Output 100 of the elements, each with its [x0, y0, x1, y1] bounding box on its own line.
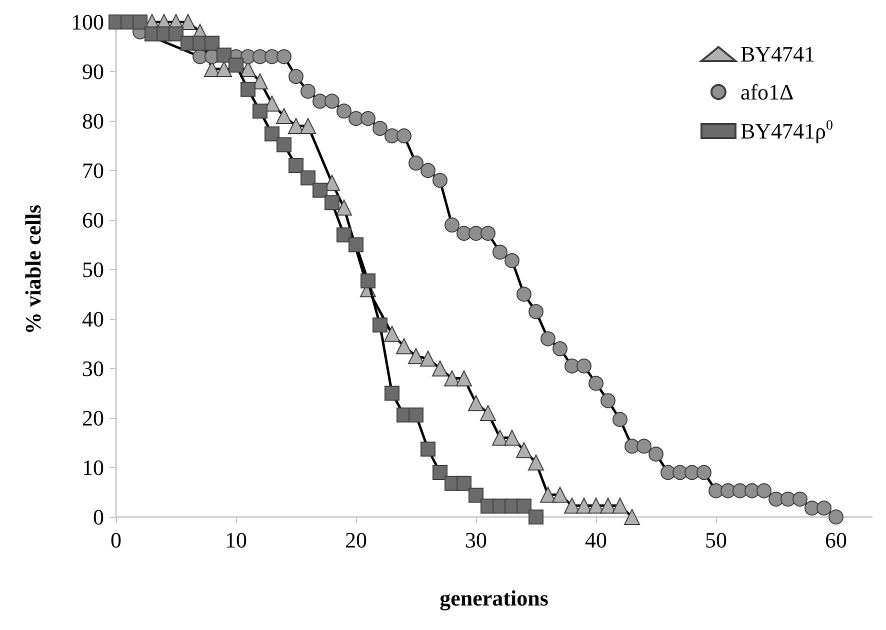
- point: [444, 217, 460, 232]
- point: [564, 498, 580, 514]
- point: [528, 510, 544, 524]
- point: [600, 498, 616, 514]
- point: [264, 126, 280, 142]
- y-tick-label: 40: [82, 306, 104, 332]
- point: [588, 498, 604, 514]
- x-tick-label: 10: [225, 528, 247, 552]
- x-tick-label: 40: [585, 528, 607, 552]
- legend-label: BY4741: [740, 42, 816, 66]
- point: [492, 244, 508, 260]
- point: [624, 509, 640, 525]
- point: [480, 405, 496, 422]
- point: [336, 104, 352, 119]
- point: [576, 358, 592, 374]
- point: [444, 370, 460, 386]
- point: [612, 412, 628, 427]
- point: [360, 111, 376, 126]
- point: [792, 492, 808, 507]
- point: [588, 376, 604, 391]
- point: [492, 430, 508, 446]
- point: [696, 464, 712, 480]
- point: [180, 14, 196, 30]
- point: [264, 49, 280, 64]
- point: [312, 182, 328, 198]
- point: [780, 492, 796, 507]
- point: [528, 304, 544, 320]
- point: [456, 370, 472, 386]
- y-tick-label: 50: [82, 257, 104, 282]
- point: [564, 358, 580, 374]
- point: [648, 446, 664, 462]
- point: [816, 500, 832, 516]
- legend-label: afo1Δ: [740, 80, 794, 104]
- x-tick-label: 60: [825, 528, 847, 552]
- x-tick-label: 30: [465, 528, 487, 552]
- point: [300, 170, 316, 186]
- point: [708, 483, 724, 498]
- point: [228, 58, 244, 73]
- point: [324, 94, 340, 109]
- point: [288, 68, 304, 84]
- y-tick-label: 10: [82, 455, 104, 480]
- point: [432, 464, 448, 480]
- x-tick-label: 20: [345, 528, 367, 552]
- point: [288, 158, 304, 174]
- point: [240, 82, 256, 97]
- point: [372, 317, 388, 332]
- point: [576, 498, 592, 514]
- point: [420, 442, 436, 457]
- y-tick-label: 20: [82, 406, 104, 430]
- point: [420, 163, 436, 178]
- point: [768, 492, 784, 507]
- point: [804, 500, 820, 516]
- x-tick-label: 0: [110, 528, 122, 552]
- point: [828, 510, 844, 524]
- point: [300, 118, 316, 134]
- y-tick-label: 0: [93, 504, 104, 530]
- point: [408, 408, 424, 423]
- point: [540, 486, 556, 503]
- point: [432, 172, 448, 188]
- point: [516, 498, 532, 514]
- point: [684, 464, 700, 480]
- point: [276, 137, 292, 152]
- point: [456, 476, 472, 491]
- y-tick-label: 90: [82, 59, 104, 84]
- y-axis-title: % viable cells: [20, 204, 46, 334]
- point: [336, 200, 352, 216]
- point: [504, 253, 520, 268]
- point: [468, 395, 484, 412]
- point: [432, 360, 448, 376]
- y-tick-label: 30: [82, 356, 104, 381]
- point: [384, 128, 400, 144]
- point: [552, 486, 568, 503]
- point: [600, 393, 616, 408]
- point: [348, 237, 364, 252]
- point: [744, 483, 760, 498]
- point: [204, 36, 220, 51]
- point: [408, 156, 424, 171]
- x-tick-label: 50: [705, 528, 727, 552]
- point: [324, 195, 340, 210]
- point: [528, 454, 544, 471]
- y-tick-label: 70: [82, 158, 104, 183]
- y-tick-label: 100: [71, 10, 104, 34]
- point: [420, 350, 436, 367]
- point: [300, 84, 316, 99]
- point: [360, 273, 376, 288]
- point: [348, 111, 364, 126]
- point: [756, 483, 772, 498]
- point: [288, 118, 304, 134]
- point: [132, 14, 148, 30]
- point: [384, 386, 400, 401]
- point: [396, 128, 412, 144]
- point: [516, 442, 532, 458]
- point: [408, 348, 424, 364]
- point: [732, 483, 748, 498]
- point: [216, 61, 232, 78]
- point: [612, 498, 628, 514]
- x-axis-title: generations: [440, 586, 549, 610]
- point: [660, 464, 676, 480]
- point: [516, 286, 532, 302]
- point: [252, 104, 268, 119]
